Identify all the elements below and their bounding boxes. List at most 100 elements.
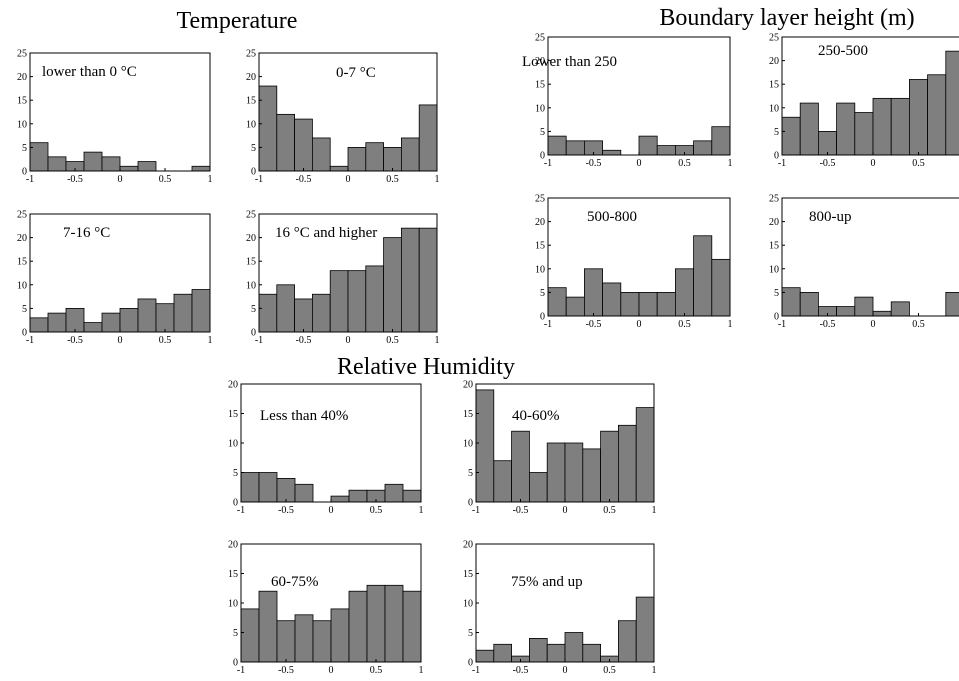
y-tick-label: 20: [535, 56, 545, 67]
y-tick-label: 15: [228, 409, 238, 420]
histogram-panel: 0 5 10 15 20 -1 -0.5 0 0.5 1 40-60%: [463, 380, 657, 517]
histogram-bar: [565, 140, 585, 156]
y-tick-label: 15: [769, 241, 779, 252]
histogram-bar: [383, 237, 402, 333]
histogram-bar: [29, 317, 49, 333]
y-tick-label: 15: [246, 96, 256, 107]
histogram-bar: [582, 448, 601, 503]
y-tick-label: 20: [246, 233, 256, 244]
x-tick-label: -0.5: [296, 335, 312, 346]
y-tick-label: 20: [17, 72, 27, 83]
y-tick-label: 10: [17, 280, 27, 291]
histogram-bar: [638, 135, 658, 156]
x-tick-label: -1: [778, 158, 786, 169]
histogram-bar: [101, 156, 121, 172]
x-tick-label: -0.5: [278, 665, 294, 676]
y-tick-label: 5: [468, 468, 473, 479]
panel-label: 500-800: [587, 209, 637, 225]
y-tick-label: 0: [540, 312, 545, 323]
x-tick-label: 0: [118, 174, 123, 185]
histogram-bar: [635, 407, 655, 503]
y-tick-label: 10: [769, 103, 779, 114]
x-tick-label: 1: [728, 319, 733, 330]
y-tick-label: 0: [22, 167, 27, 178]
histogram-panel: 0 5 10 15 20 25 -1 -0.5 0 0.5 1 lower than 0 °C: [17, 49, 213, 186]
y-tick-label: 0: [251, 328, 256, 339]
x-tick-label: -0.5: [278, 505, 294, 516]
histogram-bar: [173, 293, 193, 333]
y-tick-label: 20: [769, 217, 779, 228]
x-tick-label: -0.5: [296, 174, 312, 185]
x-tick-label: 1: [208, 335, 213, 346]
histogram-bar: [311, 293, 331, 333]
histogram-bar: [418, 104, 438, 172]
histogram-bar: [529, 638, 548, 663]
histogram-bar: [365, 265, 384, 333]
group-title-boundary-layer: Boundary layer height (m): [659, 5, 914, 31]
panel-label: 250-500: [818, 43, 868, 59]
y-tick-label: 20: [228, 380, 238, 391]
histogram-bar: [137, 298, 157, 333]
histogram-bar: [635, 596, 655, 663]
x-tick-label: -1: [237, 505, 245, 516]
histogram-bar: [258, 472, 278, 503]
histogram-bar: [83, 322, 103, 333]
y-tick-label: 5: [22, 304, 27, 315]
x-tick-label: -0.5: [820, 319, 836, 330]
y-tick-label: 10: [535, 264, 545, 275]
y-tick-label: 15: [535, 80, 545, 91]
y-tick-label: 25: [246, 210, 256, 221]
y-tick-label: 20: [246, 72, 256, 83]
histogram-bar: [565, 296, 585, 317]
histogram-bar: [511, 430, 530, 503]
x-tick-label: 0: [871, 158, 876, 169]
histogram-bar: [330, 608, 350, 663]
y-tick-label: 5: [468, 628, 473, 639]
y-tick-label: 10: [463, 599, 473, 610]
histogram-bar: [890, 301, 910, 317]
panel-label: Less than 40%: [260, 408, 348, 424]
x-tick-label: -1: [255, 174, 263, 185]
histogram-panel: 0 5 10 15 20 -1 -0.5 0 0.5 1 75% and up: [463, 540, 657, 677]
y-tick-label: 20: [535, 217, 545, 228]
histogram-bar: [258, 590, 278, 663]
histogram-panel: 0 5 10 15 20 25 -1 -0.5 0 0.5 800-up: [769, 194, 959, 330]
histogram-bar: [402, 590, 422, 663]
x-tick-label: -1: [472, 665, 480, 676]
histogram-bar: [945, 291, 959, 317]
histogram-bar: [600, 430, 619, 503]
y-tick-label: 15: [535, 241, 545, 252]
histogram-bar: [475, 649, 495, 663]
x-tick-label: -1: [237, 665, 245, 676]
histogram-bar: [329, 270, 349, 333]
histogram-bar: [638, 291, 658, 317]
x-tick-label: 1: [419, 505, 424, 516]
histogram-bar: [400, 137, 420, 172]
y-tick-label: 0: [22, 328, 27, 339]
y-tick-label: 5: [774, 127, 779, 138]
histogram-bar: [602, 282, 622, 317]
histogram-bar: [582, 643, 601, 663]
y-tick-label: 0: [251, 167, 256, 178]
y-tick-label: 20: [228, 540, 238, 551]
x-tick-label: 1: [419, 665, 424, 676]
x-tick-label: 0: [637, 319, 642, 330]
x-tick-label: -1: [26, 335, 34, 346]
y-tick-label: 0: [774, 151, 779, 162]
panel-label: 40-60%: [512, 408, 560, 424]
x-tick-label: 0: [346, 174, 351, 185]
panel-label: Lower than 250: [522, 54, 617, 70]
histogram-bar: [276, 477, 296, 503]
y-tick-label: 10: [535, 103, 545, 114]
histogram-bar: [909, 79, 929, 156]
y-tick-label: 15: [769, 80, 779, 91]
x-tick-label: -1: [26, 174, 34, 185]
x-tick-label: -1: [255, 335, 263, 346]
histogram-bar: [384, 584, 404, 663]
x-tick-label: 0.5: [912, 158, 925, 169]
histogram-bar: [620, 291, 640, 317]
x-tick-label: 0.5: [386, 174, 399, 185]
histogram-bar: [155, 303, 175, 333]
y-tick-label: 15: [463, 409, 473, 420]
